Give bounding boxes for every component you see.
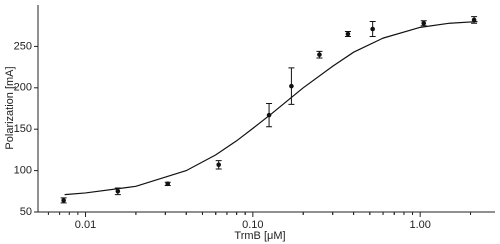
data-point — [345, 31, 351, 37]
fit-curve — [64, 20, 478, 196]
data-point — [317, 52, 322, 57]
y-tick-label: 250 — [14, 40, 32, 52]
y-axis-label: Polarization [mA] — [4, 66, 16, 149]
x-tick-label: 0.01 — [75, 219, 96, 231]
data-point — [165, 181, 171, 187]
y-tick-label: 150 — [14, 123, 32, 135]
data-point — [216, 162, 221, 168]
data-point — [61, 198, 66, 203]
x-tick-label: 0.10 — [242, 219, 263, 231]
y-tick-label: 50 — [20, 206, 32, 218]
y-tick-label: 200 — [14, 82, 32, 94]
data-point — [471, 17, 477, 23]
data-point — [370, 26, 375, 32]
data-point — [115, 189, 121, 194]
data-point — [421, 20, 427, 26]
y-tick-label: 100 — [14, 165, 32, 177]
x-axis-label: TrmB [μM] — [234, 230, 285, 242]
data-point — [289, 83, 294, 89]
x-tick-label: 1.00 — [409, 219, 430, 231]
